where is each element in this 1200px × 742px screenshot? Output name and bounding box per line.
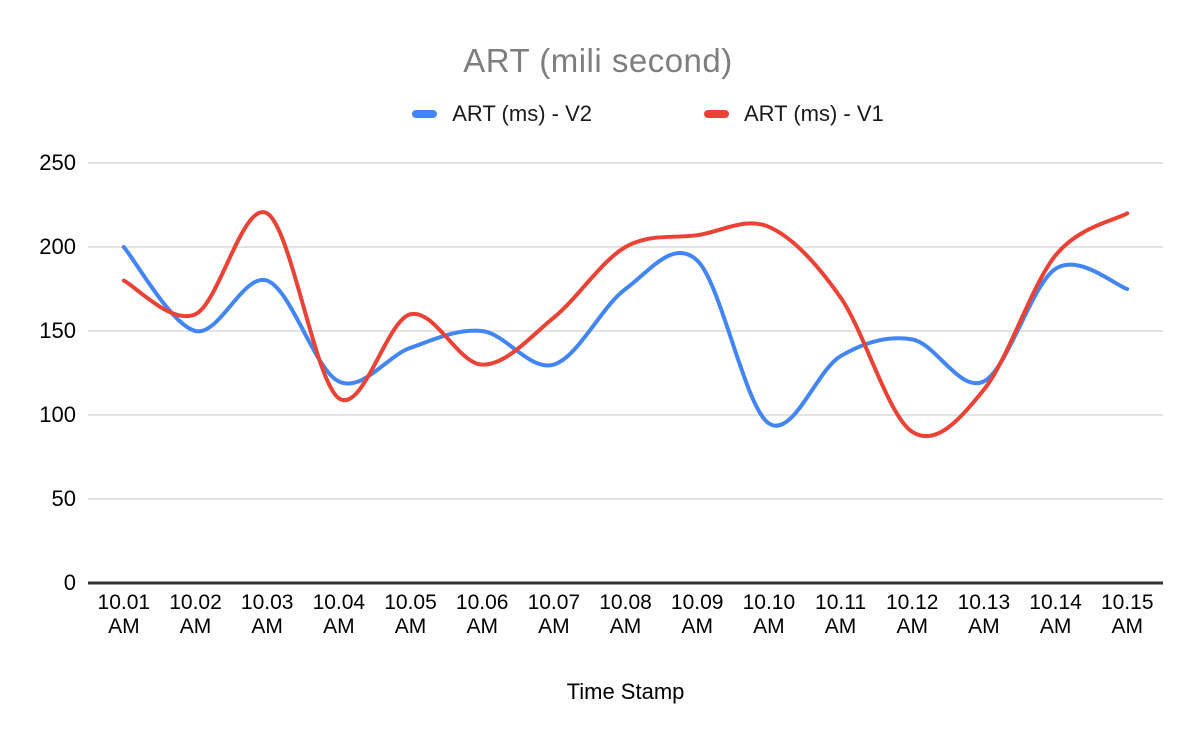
y-axis: 0 50 100 150 200 250 <box>0 0 76 742</box>
y-tick-label: 150 <box>39 318 76 343</box>
legend-swatch-icon <box>412 110 438 118</box>
x-tick-label: 10.04 AM <box>312 591 366 638</box>
y-tick-label: 50 <box>51 486 76 511</box>
series-line-v1 <box>121 210 1130 439</box>
legend-swatch-icon <box>704 110 729 118</box>
y-tick-label: 0 <box>63 570 76 595</box>
x-tick-label: 10.06 AM <box>455 591 509 638</box>
y-tick-label: 250 <box>39 150 76 175</box>
x-tick-label: 10.11 AM <box>815 591 867 638</box>
x-tick-label: 10.10 AM <box>742 591 796 638</box>
y-tick-label: 100 <box>39 402 76 427</box>
x-tick-label: 10.13 AM <box>957 591 1011 638</box>
x-tick-label: 10.07 AM <box>527 591 581 638</box>
x-tick-label: 10.03 AM <box>240 591 294 638</box>
x-tick-label: 10.09 AM <box>670 591 724 638</box>
x-tick-label: 10.08 AM <box>599 591 652 638</box>
chart-title: ART (mili second) <box>463 42 733 79</box>
legend-label: ART (ms) - V1 <box>744 101 884 126</box>
legend-item[interactable]: ART (ms) - V1 <box>704 101 884 127</box>
legend: ART (ms) - V2 ART (ms) - V1 <box>48 101 1200 127</box>
legend-item[interactable]: ART (ms) - V2 <box>412 101 592 127</box>
legend-label: ART (ms) - V2 <box>452 101 592 126</box>
x-axis-title: Time Stamp <box>566 679 685 704</box>
series-line-v2 <box>121 245 1130 428</box>
x-tick-label: 10.15 AM <box>1100 591 1154 638</box>
x-tick-label: 10.02 AM <box>169 591 222 638</box>
x-tick-label: 10.12 AM <box>885 591 939 638</box>
y-tick-label: 200 <box>39 234 76 259</box>
x-tick-label: 10.05 AM <box>384 591 437 638</box>
x-tick-label: 10.01 AM <box>97 591 151 638</box>
x-tick-label: 10.14 AM <box>1029 591 1082 638</box>
x-axis: 10.01 AM 10.02 AM 10.03 AM 10.04 AM 10.05 AM… <box>88 591 1163 639</box>
